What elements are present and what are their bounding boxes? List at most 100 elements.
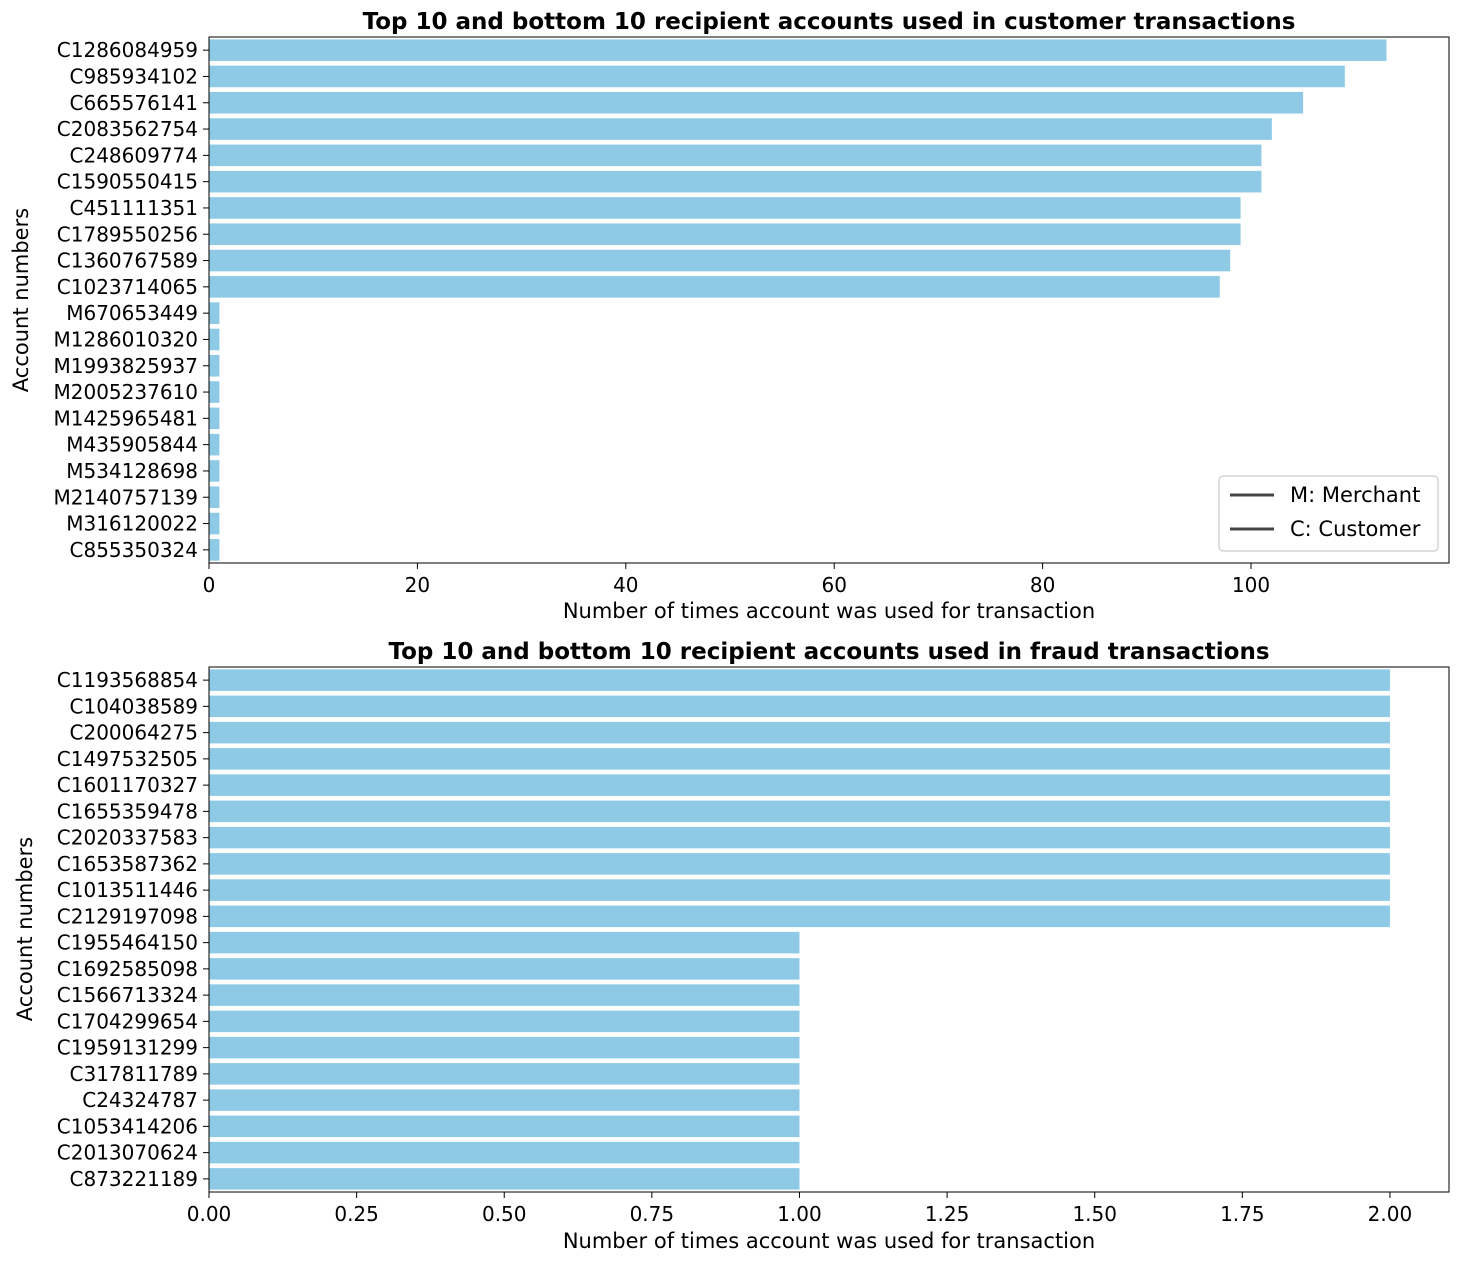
- y-tick-label: C985934102: [70, 64, 199, 88]
- y-tick-label: C1692585098: [57, 957, 198, 981]
- y-tick-label: C1655359478: [57, 799, 198, 823]
- y-tick-label: C1013511446: [57, 878, 198, 902]
- bar-C1704299654: [209, 1010, 800, 1033]
- y-tick-label: M2140757139: [53, 485, 198, 509]
- y-tick-label: C665576141: [70, 91, 199, 115]
- bar-C1053414206: [209, 1115, 800, 1138]
- y-tick-label: M435905844: [66, 433, 198, 457]
- x-tick-labels: 0 20 40 60 80 100: [203, 563, 1270, 597]
- bar-C1655359478: [209, 800, 1390, 823]
- x-axis-label: Number of times account was used for tra…: [563, 599, 1095, 623]
- y-tick-label: C2083562754: [57, 117, 198, 141]
- plot-frame: [208, 36, 1450, 564]
- y-tick-label: M1425965481: [53, 406, 198, 430]
- bar-M670653449: [209, 302, 220, 324]
- x-axis-label: Number of times account was used for tra…: [563, 1229, 1095, 1253]
- y-tick-label: C1566713324: [57, 983, 198, 1007]
- y-tick-label: C1955464150: [57, 931, 198, 955]
- bar-C985934102: [209, 65, 1345, 88]
- x-tick-label: 2.00: [1368, 1202, 1413, 1226]
- legend-label-customer: C: Customer: [1290, 517, 1421, 541]
- y-tick-label: M1286010320: [53, 327, 198, 351]
- bar-C1286084959: [209, 39, 1387, 61]
- x-tick-label: 40: [613, 573, 638, 597]
- x-tick-label: 100: [1232, 573, 1270, 597]
- bar-M1286010320: [209, 328, 220, 351]
- chart-title: Top 10 and bottom 10 recipient accounts …: [388, 639, 1269, 665]
- legend: M: Merchant C: Customer: [1218, 475, 1439, 552]
- y-tick-label: M534128698: [66, 459, 198, 483]
- y-tick-label: M2005237610: [53, 380, 198, 404]
- y-tick-label: C1601170327: [57, 773, 198, 797]
- bar-C1193568854: [209, 669, 1390, 691]
- y-axis-label: Account numbers: [13, 837, 37, 1021]
- x-tick-label: 1.00: [777, 1202, 822, 1226]
- y-tick-label: C104038589: [70, 694, 199, 718]
- y-tick-label: C24324787: [82, 1088, 198, 1112]
- x-tick-label: 0: [203, 573, 216, 597]
- bar-C104038589: [209, 695, 1390, 718]
- bar-C200064275: [209, 721, 1390, 744]
- x-tick-label: 1.75: [1220, 1202, 1265, 1226]
- bar-C665576141: [209, 91, 1304, 114]
- y-tick-label: C1789550256: [57, 222, 198, 246]
- bar-C2020337583: [209, 826, 1390, 849]
- y-tick-label: M670653449: [66, 301, 198, 325]
- bar-C248609774: [209, 144, 1262, 167]
- fraud-chart-panel: Top 10 and bottom 10 recipient accounts …: [13, 639, 1450, 1253]
- bar-C1692585098: [209, 958, 800, 980]
- y-tick-label: C1590550415: [57, 170, 198, 194]
- bar-M534128698: [209, 460, 220, 482]
- x-tick-label: 1.25: [925, 1202, 970, 1226]
- bar-C1360767589: [209, 249, 1231, 272]
- x-tick-label: 20: [405, 573, 430, 597]
- x-tick-label: 80: [1030, 573, 1055, 597]
- bar-C317811789: [209, 1063, 800, 1085]
- x-tick-label: 0.00: [187, 1202, 232, 1226]
- y-tick-label: C317811789: [70, 1062, 199, 1086]
- legend-label-merchant: M: Merchant: [1290, 483, 1420, 507]
- x-tick-label: 0.75: [630, 1202, 675, 1226]
- plot-frame: [208, 666, 1450, 1193]
- bar-C873221189: [209, 1168, 800, 1190]
- bar-C1653587362: [209, 853, 1390, 875]
- customer-chart-panel: Top 10 and bottom 10 recipient accounts …: [9, 9, 1450, 623]
- bar-C1497532505: [209, 748, 1390, 770]
- y-axis-label: Account numbers: [9, 208, 33, 392]
- y-tick-label: C2129197098: [57, 904, 198, 928]
- y-tick-label: C1193568854: [57, 668, 198, 692]
- y-tick-label: C1053414206: [57, 1114, 198, 1138]
- bar-C1601170327: [209, 774, 1390, 796]
- bar-C2013070624: [209, 1141, 800, 1164]
- y-tick-label: C1497532505: [57, 747, 198, 771]
- x-tick-label: 60: [821, 573, 846, 597]
- bar-C1566713324: [209, 984, 800, 1006]
- bar-M1993825937: [209, 354, 220, 377]
- bar-C2129197098: [209, 905, 1390, 928]
- y-tick-label: M1993825937: [53, 354, 198, 378]
- y-tick-label: M316120022: [66, 512, 198, 536]
- y-tick-label: C1959131299: [57, 1036, 198, 1060]
- y-tick-label: C1704299654: [57, 1009, 198, 1033]
- x-tick-label: 0.50: [482, 1202, 527, 1226]
- x-tick-label: 0.25: [334, 1202, 379, 1226]
- bar-C1013511446: [209, 879, 1390, 901]
- bar-C1789550256: [209, 223, 1241, 246]
- bar-C1590550415: [209, 170, 1262, 193]
- bar-C1955464150: [209, 931, 800, 954]
- y-tick-label: C873221189: [70, 1167, 199, 1191]
- bar-M435905844: [209, 433, 220, 456]
- bar-C1023714065: [209, 276, 1220, 298]
- y-tick-label: C2020337583: [57, 826, 198, 850]
- x-tick-label: 1.50: [1072, 1202, 1117, 1226]
- bar-group: [209, 669, 1390, 1190]
- y-tick-label: C2013070624: [57, 1141, 198, 1165]
- bar-group: [209, 39, 1387, 561]
- bar-C24324787: [209, 1089, 800, 1111]
- y-tick-label: C451111351: [70, 196, 199, 220]
- y-tick-label: C1360767589: [57, 249, 198, 273]
- bar-C1959131299: [209, 1036, 800, 1059]
